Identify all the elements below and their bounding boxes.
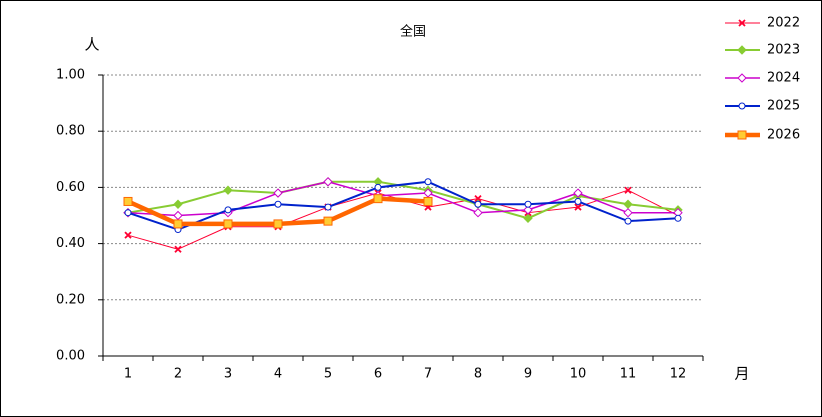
- data-point: [323, 177, 333, 187]
- y-axis-label: 人: [84, 36, 99, 54]
- legend-label: 2025: [767, 99, 800, 114]
- data-point: [224, 206, 232, 214]
- data-point: [423, 196, 433, 206]
- x-tick-label: 11: [620, 367, 637, 382]
- x-tick-label: 8: [474, 367, 482, 382]
- data-point: [173, 199, 183, 209]
- data-point: [624, 217, 632, 225]
- y-tick-label: 0.20: [56, 292, 85, 307]
- legend-marker: [737, 73, 747, 83]
- y-tick-label: 1.00: [56, 68, 85, 83]
- data-point: [273, 219, 283, 229]
- data-point: [623, 207, 633, 218]
- data-point: [574, 197, 582, 205]
- data-point: [374, 183, 382, 191]
- data-point: [323, 216, 333, 226]
- x-tick-label: 5: [324, 367, 332, 382]
- data-point: [123, 196, 133, 206]
- x-tick-label: 7: [424, 367, 432, 382]
- x-tick-label: 12: [670, 367, 687, 382]
- x-tick-label: 3: [224, 367, 232, 382]
- y-tick-label: 0.00: [56, 349, 85, 364]
- x-tick-label: 6: [374, 367, 382, 382]
- chart-title: 全国: [400, 24, 426, 40]
- data-point: [273, 188, 283, 198]
- data-point: [674, 214, 682, 222]
- data-point: [573, 188, 583, 198]
- data-point: [173, 219, 183, 229]
- data-point: [424, 178, 432, 186]
- x-tick-label: 1: [124, 367, 132, 382]
- legend-marker: [738, 102, 746, 110]
- data-point: [223, 219, 233, 229]
- y-tick-label: 0.60: [56, 180, 85, 195]
- data-point: [124, 231, 132, 239]
- legend-marker: [737, 45, 747, 55]
- x-tick-label: 10: [570, 367, 587, 382]
- data-point: [473, 207, 483, 218]
- legend-label: 2022: [767, 16, 800, 31]
- legend-label: 2026: [767, 128, 800, 143]
- data-point: [624, 186, 632, 194]
- x-tick-label: 9: [524, 367, 532, 382]
- data-point: [124, 209, 132, 217]
- data-point: [324, 203, 332, 211]
- data-point: [373, 194, 383, 204]
- data-point: [274, 200, 282, 208]
- series-line: [127, 180, 679, 231]
- legend-label: 2024: [767, 71, 800, 86]
- data-point: [174, 245, 182, 253]
- x-tick-label: 2: [174, 367, 182, 382]
- data-point: [524, 200, 532, 208]
- x-tick-label: 4: [274, 367, 282, 382]
- data-point: [223, 185, 233, 195]
- x-axis-label: 月: [734, 365, 749, 383]
- y-tick-label: 0.80: [56, 124, 85, 139]
- series-line: [127, 180, 679, 220]
- legend-marker: [738, 19, 746, 27]
- data-point: [523, 205, 533, 215]
- data-point: [523, 213, 533, 224]
- data-point: [474, 195, 482, 203]
- data-point: [474, 200, 482, 208]
- legend-marker: [737, 130, 747, 140]
- legend-label: 2023: [767, 43, 800, 58]
- y-tick-label: 0.40: [56, 236, 85, 251]
- data-point: [574, 203, 582, 211]
